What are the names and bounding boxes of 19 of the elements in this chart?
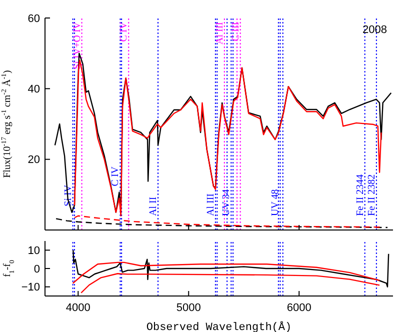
y-tick-label: 0 (34, 263, 40, 276)
ref-line-label: Al III (214, 22, 226, 44)
y-tick-label: 40 (28, 84, 40, 96)
ref-line-label: Fe II 2344 (354, 174, 366, 216)
y-tick-label: 20 (28, 154, 40, 166)
x-tick-label: 5000 (176, 302, 201, 314)
y-tick-label: 60 (28, 12, 40, 25)
ref-line-label: C IV (118, 21, 130, 42)
ref-line-label: Fe II 2382 (366, 174, 378, 216)
annotation: 2008 (362, 24, 387, 36)
x-tick-label: 4000 (66, 302, 90, 314)
ref-line-label: UV 48 (270, 189, 282, 216)
ref-line-label: C IV (110, 166, 122, 186)
x-axis-title: Observed Wavelength(Å) (146, 321, 292, 332)
x-tick-label: 6000 (286, 302, 312, 314)
y-tick-label: 10 (28, 245, 40, 258)
ref-line-label: Al II (148, 196, 160, 216)
ref-line-label: Al III (205, 194, 216, 216)
y-tick-label: −10 (21, 282, 40, 294)
